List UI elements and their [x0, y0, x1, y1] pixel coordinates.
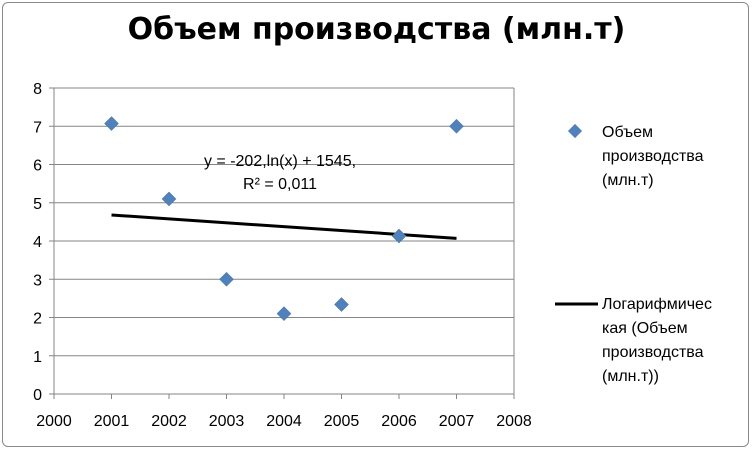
data-point — [161, 191, 177, 207]
y-tick-label: 0 — [33, 387, 42, 404]
y-tick-label: 6 — [33, 158, 42, 175]
legend-series-marker — [567, 123, 583, 139]
x-tick-label: 2006 — [381, 413, 417, 430]
x-tick-label: 2004 — [266, 413, 302, 430]
legend — [555, 123, 598, 306]
y-tick-label: 3 — [33, 272, 42, 289]
y-tick-label: 4 — [33, 234, 42, 251]
x-tick-label: 2001 — [94, 413, 130, 430]
legend-series-label-line: Объем — [602, 124, 653, 141]
x-tick-label: 2003 — [209, 413, 245, 430]
x-tick-label: 2005 — [324, 413, 360, 430]
trendline-equation: y = -202,ln(x) + 1545, — [204, 153, 356, 170]
data-point — [449, 118, 464, 134]
axes — [49, 87, 515, 399]
legend-trend-label-line: (млн.т)) — [602, 368, 659, 385]
legend-trend-label-line: кая (Объем — [602, 320, 688, 337]
legend-trend-label: Логарифмичес кая (Объем производства (мл… — [602, 293, 750, 389]
x-tick-label: 2000 — [36, 413, 72, 430]
chart-title: Объем производства (млн.т) — [127, 12, 626, 47]
y-tick-label: 5 — [33, 196, 42, 213]
x-tick-label: 2008 — [496, 413, 532, 430]
trendline-r-squared: R² = 0,011 — [243, 176, 317, 193]
y-tick-label: 7 — [33, 119, 42, 136]
x-tick-label: 2002 — [151, 413, 187, 430]
data-point — [391, 228, 407, 244]
data-point — [104, 116, 119, 131]
x-tick-label: 2007 — [439, 413, 475, 430]
legend-trend-label-line: Логарифмичес — [602, 296, 712, 313]
y-tick-label: 2 — [33, 311, 42, 328]
gridlines — [54, 87, 514, 357]
chart-area — [2, 2, 749, 447]
data-point — [334, 297, 349, 312]
y-tick-label: 8 — [33, 81, 42, 98]
data-point — [276, 306, 292, 322]
data-points — [104, 116, 464, 322]
y-tick-label: 1 — [33, 349, 42, 366]
data-point — [219, 271, 234, 287]
legend-series-label: Объем производства (млн.т) — [602, 121, 750, 193]
legend-trend-label-line: производства — [602, 344, 704, 361]
tick-labels: 0 1 2 3 4 5 6 7 8 2000 2001 2002 2003 2004 2005 2006 200… — [33, 81, 532, 430]
legend-series-label-line: (млн.т) — [602, 172, 654, 189]
legend-series-label-line: производства — [602, 148, 704, 165]
